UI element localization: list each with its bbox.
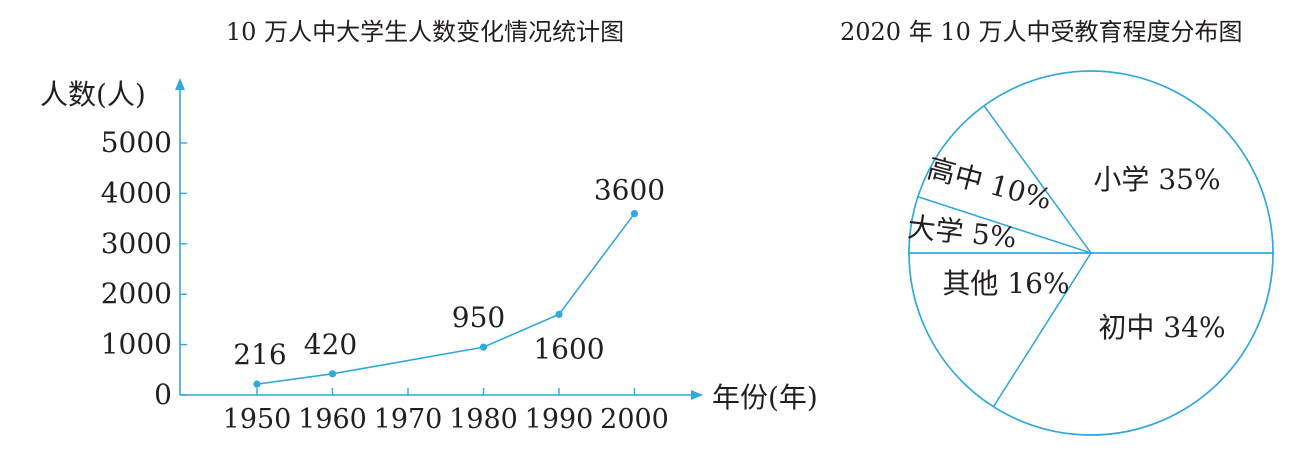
data-label: 1600 <box>533 332 604 365</box>
y-tick-label: 5000 <box>101 126 172 159</box>
pie-slice-label: 高中 10% <box>924 151 1055 216</box>
y-tick-label: 2000 <box>101 277 172 310</box>
pie-chart: 2020 年 10 万人中受教育程度分布图 小学 35% 初中 34% 其他 16%… <box>840 18 1274 436</box>
data-label: 3600 <box>594 174 665 207</box>
data-point <box>555 310 563 318</box>
x-tick-label: 1970 <box>374 404 443 435</box>
pie-slice-label: 其他 16% <box>942 267 1069 300</box>
x-tick-label: 1990 <box>525 404 594 435</box>
data-label: 216 <box>233 338 286 371</box>
pie-slice-labels: 小学 35% 初中 34% 其他 16% 大学 5%高中 10% <box>906 151 1226 344</box>
x-tick-label: 1960 <box>298 404 367 435</box>
series <box>253 209 639 388</box>
y-tick-label: 3000 <box>101 227 172 260</box>
line-chart-title: 10 万人中大学生人数变化情况统计图 <box>226 18 624 46</box>
pie-slice-label: 小学 35% <box>1093 163 1220 196</box>
pie-chart-title: 2020 年 10 万人中受教育程度分布图 <box>840 18 1243 46</box>
y-axis-label: 人数(人) <box>40 78 146 111</box>
pie-slice-label: 初中 34% <box>1098 311 1225 344</box>
axes <box>175 78 703 400</box>
y-tick-labels: 0 1000 2000 3000 4000 5000 <box>101 126 172 411</box>
pie-slices <box>908 70 1274 436</box>
pie-slice <box>908 252 1093 408</box>
x-tick-label: 2000 <box>600 404 669 435</box>
pie-slice <box>983 70 1274 254</box>
data-point <box>479 343 488 351</box>
y-tick-label: 4000 <box>101 176 172 209</box>
y-axis-arrow <box>175 78 185 90</box>
x-tick-label: 1950 <box>223 404 292 435</box>
data-point <box>328 370 337 378</box>
data-label: 420 <box>304 328 357 361</box>
pie-slice <box>917 104 1093 255</box>
pie-slice-label: 大学 5% <box>906 210 1018 254</box>
x-axis-arrow <box>691 390 703 400</box>
y-tick-label: 0 <box>154 378 172 411</box>
data-point <box>253 380 261 388</box>
x-tick-label: 1980 <box>449 404 518 435</box>
data-label: 950 <box>452 301 505 334</box>
data-labels: 216 420 950 1600 3600 <box>233 174 665 372</box>
pie-slice <box>992 252 1274 436</box>
y-tick-label: 1000 <box>101 328 172 361</box>
x-tick-labels: 1950 1960 1970 1980 1990 2000 <box>223 404 669 435</box>
x-axis-label: 年份(年) <box>712 381 818 414</box>
data-point <box>630 209 639 218</box>
line-chart: 10 万人中大学生人数变化情况统计图 人数(人) 年份(年) 0 1000 2000… <box>40 18 818 435</box>
